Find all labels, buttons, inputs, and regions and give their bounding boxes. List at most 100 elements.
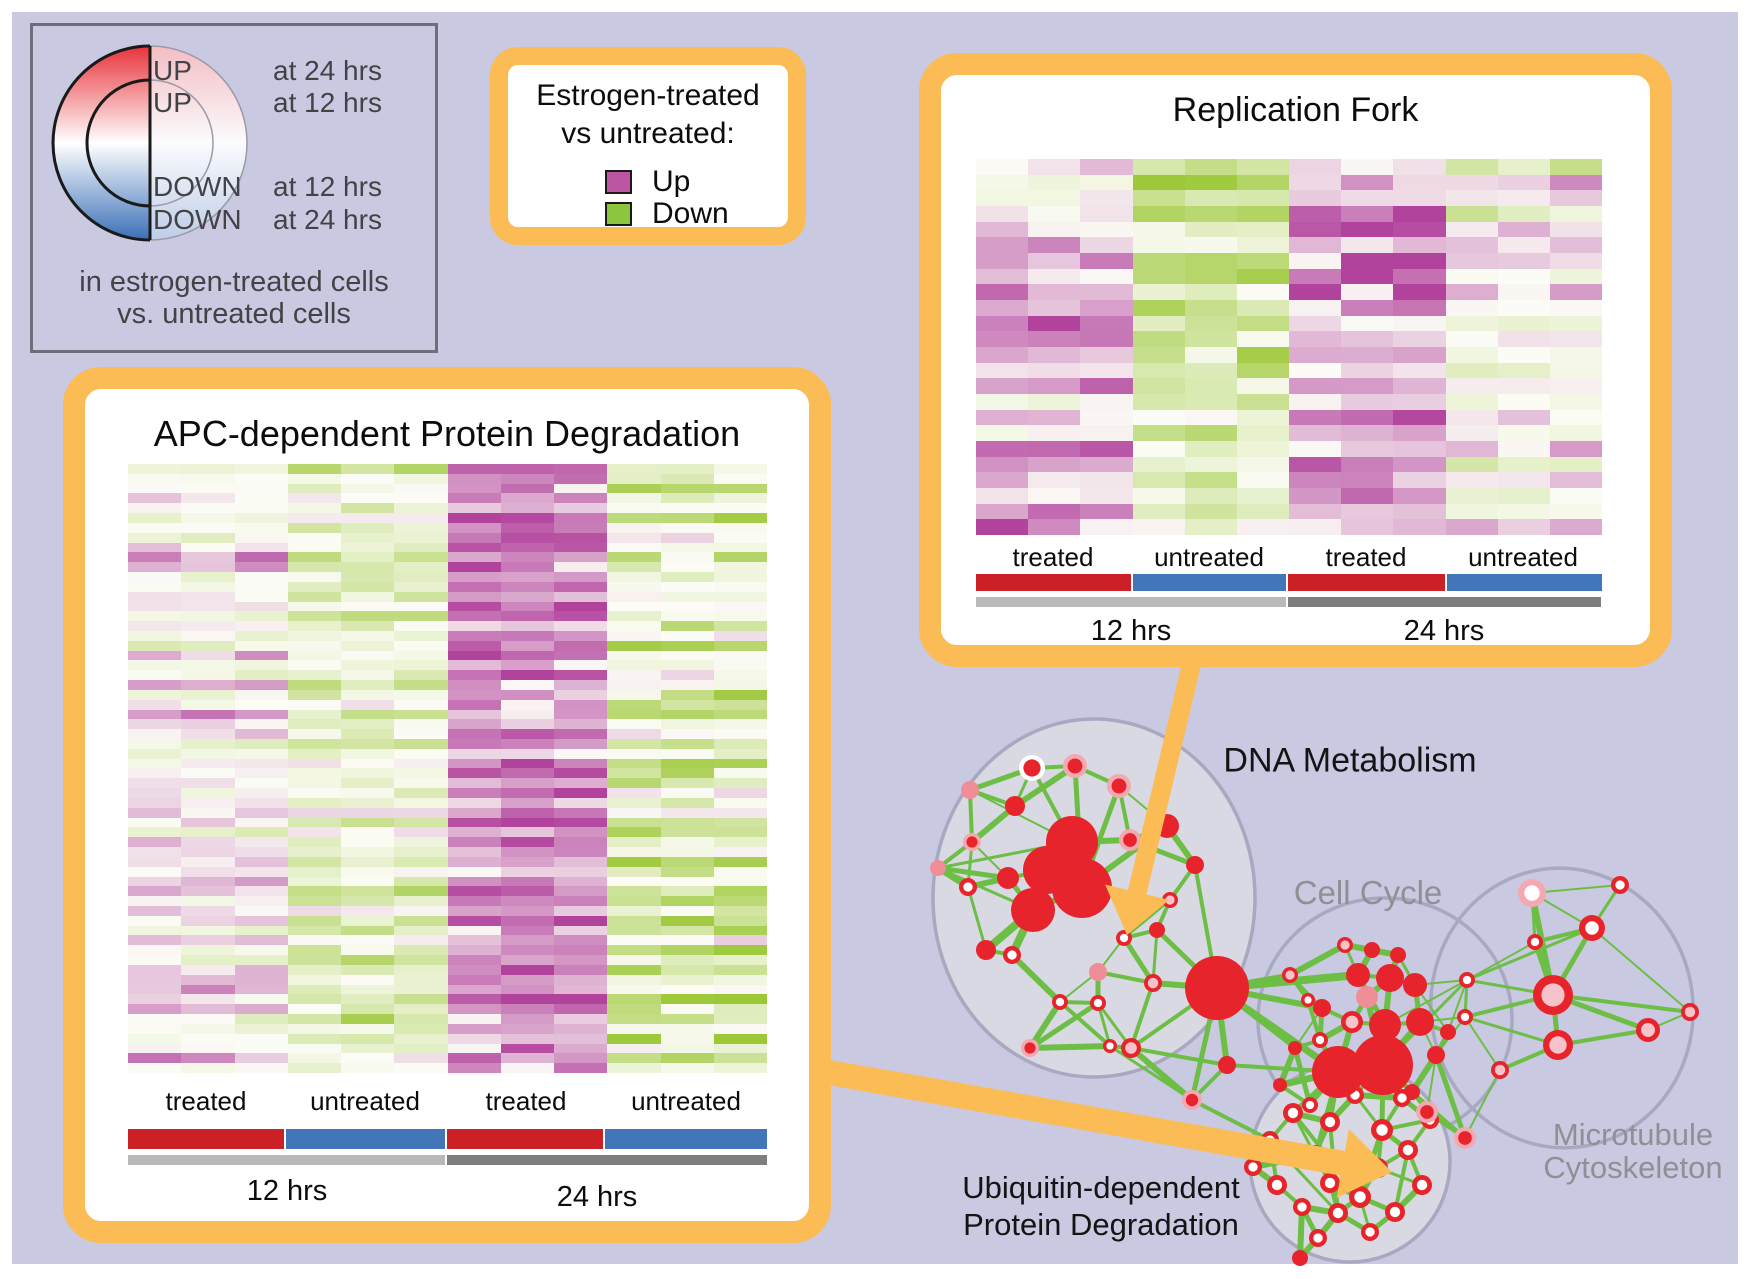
heatmap-cell xyxy=(500,886,554,897)
apc-heatmap xyxy=(128,464,767,1073)
network-node-core xyxy=(1376,1124,1388,1136)
apc-12h-bar xyxy=(128,1155,445,1165)
heatmap-cell xyxy=(1445,159,1498,175)
heatmap-cell xyxy=(287,621,341,631)
network-edge xyxy=(1129,982,1155,1049)
heatmap-cell xyxy=(1497,472,1550,488)
heatmap-cell xyxy=(500,473,554,484)
heatmap-cell xyxy=(394,886,448,897)
heatmap-cell xyxy=(287,729,341,740)
heatmap-cell xyxy=(976,206,1029,222)
heatmap-cell xyxy=(660,817,714,828)
heatmap-cell xyxy=(394,532,448,543)
heatmap-cell xyxy=(234,493,288,504)
up-12-time: at 12 hrs xyxy=(273,87,382,118)
heatmap-cell xyxy=(554,680,608,690)
heatmap-cell xyxy=(341,1063,395,1073)
heatmap-cell xyxy=(1132,300,1185,316)
heatmap-cell xyxy=(607,1053,661,1064)
heatmap-cell xyxy=(660,1063,714,1073)
heatmap-cell xyxy=(554,670,608,681)
heatmap-cell xyxy=(234,935,288,946)
heatmap-cell xyxy=(128,493,182,504)
heatmap-cell xyxy=(128,984,182,995)
heatmap-cell xyxy=(447,709,501,720)
network-node-core xyxy=(1305,1100,1315,1110)
apc-group-label-4: untreated xyxy=(631,1086,741,1116)
heatmap-cell xyxy=(554,748,608,759)
heatmap-cell xyxy=(447,601,501,612)
heatmap-cell xyxy=(287,748,341,759)
heatmap-cell xyxy=(1236,409,1289,426)
heatmap-cell xyxy=(341,984,395,995)
heatmap-cell xyxy=(287,925,341,936)
network-node-core xyxy=(1684,1006,1696,1018)
heatmap-cell xyxy=(1341,174,1394,191)
heatmap-cell xyxy=(660,630,714,641)
heatmap-cell xyxy=(128,807,182,818)
heatmap-cell xyxy=(128,788,182,798)
heatmap-cell xyxy=(554,837,608,848)
heatmap-cell xyxy=(181,915,235,926)
heatmap-cell xyxy=(1080,409,1133,426)
heatmap-cell xyxy=(128,483,182,494)
heatmap-cell xyxy=(554,994,608,1005)
heatmap-cell xyxy=(1393,221,1446,238)
heatmap-cell xyxy=(181,513,235,523)
network-node-core xyxy=(1524,885,1540,901)
heatmap-cell xyxy=(500,483,554,494)
heatmap-cell xyxy=(181,1053,235,1064)
heatmap-cell xyxy=(500,876,554,887)
heatmap-cell xyxy=(1289,503,1342,520)
heatmap-cell xyxy=(1393,394,1446,410)
heatmap-cell xyxy=(447,974,501,985)
heatmap-cell xyxy=(976,268,1029,285)
heatmap-cell xyxy=(713,876,767,887)
heatmap-cell xyxy=(713,630,767,641)
heatmap-cell xyxy=(1445,488,1498,504)
heatmap-cell xyxy=(181,493,235,504)
network-node xyxy=(1186,856,1204,874)
network-node-core xyxy=(1123,833,1137,847)
heatmap-cell xyxy=(287,591,341,602)
network-node xyxy=(1052,858,1112,918)
heatmap-cell xyxy=(1445,378,1498,394)
heatmap-cell xyxy=(500,768,554,779)
heatmap-cell xyxy=(1028,503,1081,520)
heatmap-cell xyxy=(128,709,182,720)
heatmap-cell xyxy=(500,925,554,936)
network-node-core xyxy=(1397,1093,1407,1103)
heatmap-cell xyxy=(287,719,341,730)
heatmap-cell xyxy=(1184,331,1237,347)
network-edge xyxy=(1433,1054,1468,1139)
heatmap-cell xyxy=(660,797,714,808)
heatmap-cell xyxy=(1184,315,1237,332)
heatmap-cell xyxy=(447,680,501,690)
heatmap-cell xyxy=(128,552,182,563)
heatmap-cell xyxy=(394,1053,448,1064)
network-node xyxy=(1005,796,1025,816)
heatmap-cell xyxy=(1132,174,1185,191)
heatmap-cell xyxy=(394,640,448,651)
heatmap-cell xyxy=(128,1033,182,1044)
heatmap-cell xyxy=(1549,378,1602,394)
heatmap-cell xyxy=(128,896,182,907)
heatmap-cell xyxy=(128,630,182,641)
rf-heatmap xyxy=(976,159,1602,535)
heatmap-cell xyxy=(394,680,448,690)
heatmap-cell xyxy=(500,1043,554,1054)
heatmap-cell xyxy=(1497,347,1550,363)
heatmap-cell xyxy=(394,1063,448,1073)
network-edge xyxy=(1028,1000,1100,1051)
heatmap-cell xyxy=(1341,409,1394,426)
heatmap-cell xyxy=(394,670,448,681)
heatmap-cell xyxy=(660,886,714,897)
heatmap-cell xyxy=(447,699,501,710)
heatmap-cell xyxy=(1445,237,1498,253)
heatmap-cell xyxy=(660,562,714,573)
heatmap-cell xyxy=(607,935,661,946)
heatmap-cell xyxy=(181,847,235,857)
heatmap-cell xyxy=(181,542,235,553)
rf-group-label-3: treated xyxy=(1325,542,1407,572)
legend-row-up: Up xyxy=(605,165,690,199)
